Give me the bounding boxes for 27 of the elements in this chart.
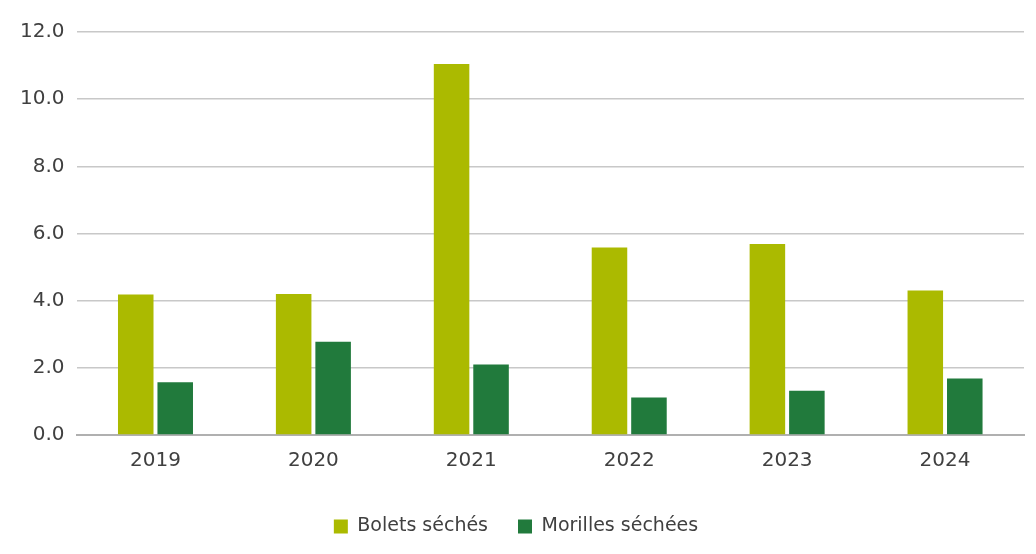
bar (275, 293, 312, 435)
bar (631, 397, 667, 435)
y-tick-label: 4.0 (32, 286, 65, 311)
x-tick-label: 2019 (130, 447, 181, 472)
bar (591, 247, 628, 435)
x-tick-label: 2022 (603, 447, 655, 472)
bar (433, 63, 470, 435)
y-tick-label: 6.0 (32, 219, 65, 244)
y-tick-label: 10.0 (20, 85, 65, 110)
x-tick-label: 2023 (761, 447, 813, 472)
bar (749, 243, 786, 435)
x-tick-label: 2021 (445, 447, 497, 472)
bar (473, 364, 509, 435)
bar (947, 378, 983, 435)
bar (907, 290, 944, 435)
y-tick-label: 8.0 (32, 152, 65, 177)
y-tick-label: 0.0 (32, 421, 65, 446)
legend-label: Bolets séchés (357, 513, 489, 536)
x-tick-label: 2024 (919, 447, 971, 472)
bar (789, 390, 825, 435)
bar (157, 382, 193, 435)
bar (117, 294, 154, 435)
legend-label: Morilles séchées (541, 513, 699, 536)
bar (315, 341, 351, 435)
y-tick-label: 12.0 (20, 18, 65, 43)
x-tick-label: 2020 (287, 447, 339, 472)
y-tick-label: 2.0 (32, 354, 65, 379)
